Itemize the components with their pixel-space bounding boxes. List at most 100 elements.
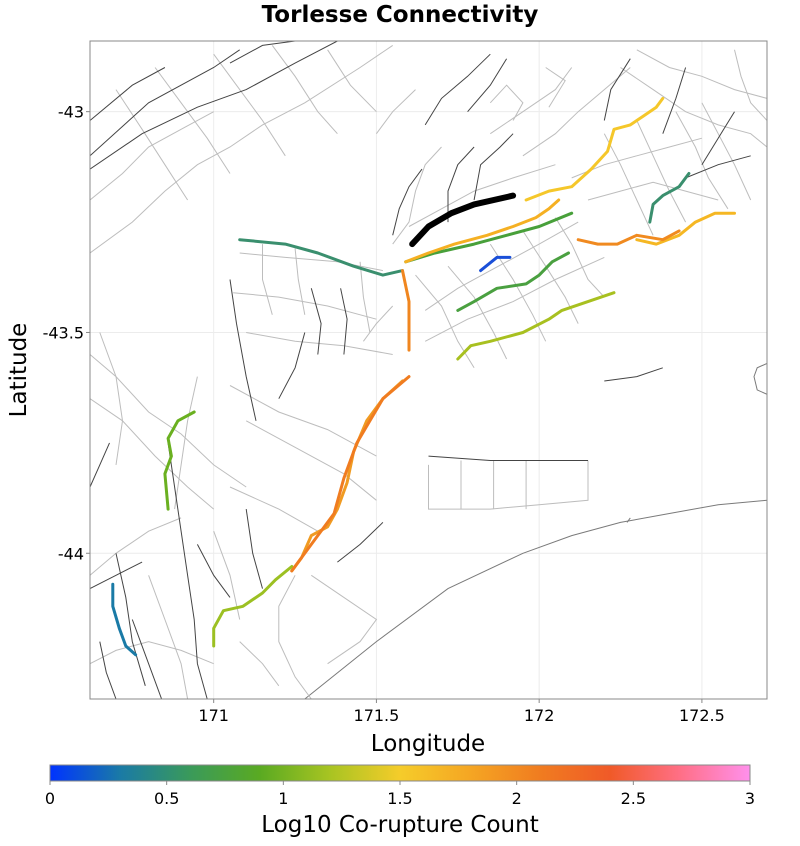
- coastline-segment: [753, 362, 767, 395]
- background-fault-section: [233, 292, 377, 320]
- chart-title: Torlesse Connectivity: [261, 2, 539, 28]
- background-fault-section: [545, 67, 566, 108]
- background-fault-section: [636, 120, 687, 223]
- background-fault-section: [90, 44, 393, 254]
- background-fault-section: [294, 248, 306, 315]
- co-rupture-fault: [111, 582, 138, 657]
- background-fault-trace: [701, 111, 735, 165]
- background-fault-section: [571, 137, 703, 179]
- y-tick-label: -43.5: [43, 323, 84, 342]
- coastline: [304, 499, 767, 699]
- co-rupture-fault: [648, 172, 691, 224]
- x-tick-label: 172.5: [679, 706, 725, 725]
- x-tick-label: 171: [198, 706, 229, 725]
- source-fault-torlesse: [409, 192, 517, 248]
- background-fault-trace: [662, 67, 687, 134]
- background-fault-section: [262, 244, 273, 315]
- background-fault-section: [327, 49, 377, 113]
- background-fault-section: [246, 332, 393, 355]
- coastline-segment: [626, 517, 631, 523]
- background-fault-section: [489, 84, 524, 121]
- background-fault-trace: [99, 641, 117, 699]
- background-fault-trace: [90, 41, 338, 170]
- background-fault-trace: [229, 41, 296, 64]
- background-fault-section: [90, 111, 214, 201]
- background-fault-section: [115, 89, 189, 201]
- background-fault-section: [620, 67, 767, 148]
- co-rupture-fault: [290, 375, 411, 573]
- background-fault-section: [99, 332, 124, 465]
- background-fault-trace: [337, 522, 384, 563]
- background-fault-trace: [685, 155, 751, 179]
- background-fault-section: [213, 53, 286, 157]
- background-fault-trace: [90, 67, 166, 121]
- background-fault-section: [489, 243, 547, 342]
- background-fault-section: [428, 460, 589, 510]
- co-rupture-fault: [456, 291, 616, 361]
- co-rupture-fault: [163, 410, 196, 511]
- co-rupture-fault: [404, 198, 561, 264]
- background-fault-section: [447, 265, 508, 360]
- background-fault-trace: [467, 58, 508, 113]
- co-rupture-fault: [238, 238, 404, 277]
- colorbar-title: Log10 Co-rupture Count: [261, 812, 538, 838]
- background-fault-trace: [229, 279, 257, 421]
- co-rupture-fault: [576, 229, 681, 246]
- background-fault-trace: [196, 544, 231, 598]
- background-fault-section: [603, 133, 654, 236]
- background-fault-trace: [278, 332, 306, 399]
- background-fault-trace: [604, 367, 663, 382]
- background-fault-trace: [473, 133, 514, 201]
- background-fault-trace: [340, 288, 348, 355]
- background-fault-section: [522, 67, 631, 157]
- background-fault-trace: [428, 455, 588, 461]
- y-tick-label: -43: [58, 103, 84, 122]
- x-axis-title: Longitude: [371, 731, 485, 757]
- background-fault-section: [278, 575, 312, 699]
- colorbar-tick-label: 1.5: [387, 789, 412, 808]
- background-fault-section: [229, 486, 319, 532]
- colorbar-tick-label: 0.5: [154, 789, 179, 808]
- background-fault-section: [271, 45, 338, 135]
- background-fault-section: [148, 575, 189, 699]
- background-fault-section: [490, 67, 573, 135]
- background-fault-section: [174, 376, 198, 510]
- background-fault-section: [154, 67, 231, 174]
- background-fault-section: [90, 641, 214, 665]
- background-fault-section: [734, 49, 767, 121]
- background-fault-section: [359, 261, 371, 333]
- background-fault-section: [408, 164, 556, 227]
- background-fault-section: [675, 111, 729, 210]
- co-rupture-fault: [524, 96, 665, 202]
- background-fault-trace: [310, 288, 322, 355]
- background-fault-section: [213, 531, 241, 620]
- background-fault-section: [239, 641, 280, 687]
- background-fault-section: [701, 102, 752, 201]
- background-fault-section: [90, 354, 247, 488]
- background-fault-section: [587, 181, 719, 201]
- background-fault-trace: [245, 509, 263, 589]
- background-fault-section: [392, 146, 442, 245]
- background-fault-section: [375, 89, 416, 134]
- colorbar-tick-label: 2.5: [621, 789, 646, 808]
- grid-lines: [90, 41, 767, 699]
- colorbar: [49, 764, 751, 782]
- background-fault-trace: [90, 49, 240, 157]
- background-fault-section: [522, 230, 579, 324]
- background-fault-section: [424, 256, 605, 342]
- background-fault-section: [90, 517, 182, 576]
- background-fault-section: [636, 49, 767, 99]
- background-fault-section: [245, 420, 377, 501]
- background-fault-section: [362, 305, 394, 342]
- co-rupture-fault: [401, 269, 411, 352]
- background-fault-trace: [115, 553, 146, 686]
- background-fault-trace: [603, 58, 631, 121]
- background-fault-trace: [90, 442, 110, 488]
- y-axis-title: Latitude: [6, 323, 32, 418]
- plot-frame: [89, 40, 768, 700]
- background-fault-trace: [392, 168, 423, 236]
- colorbar-tick-label: 1: [278, 789, 288, 808]
- background-fault-section: [415, 274, 475, 369]
- colorbar-tick-label: 2: [512, 789, 522, 808]
